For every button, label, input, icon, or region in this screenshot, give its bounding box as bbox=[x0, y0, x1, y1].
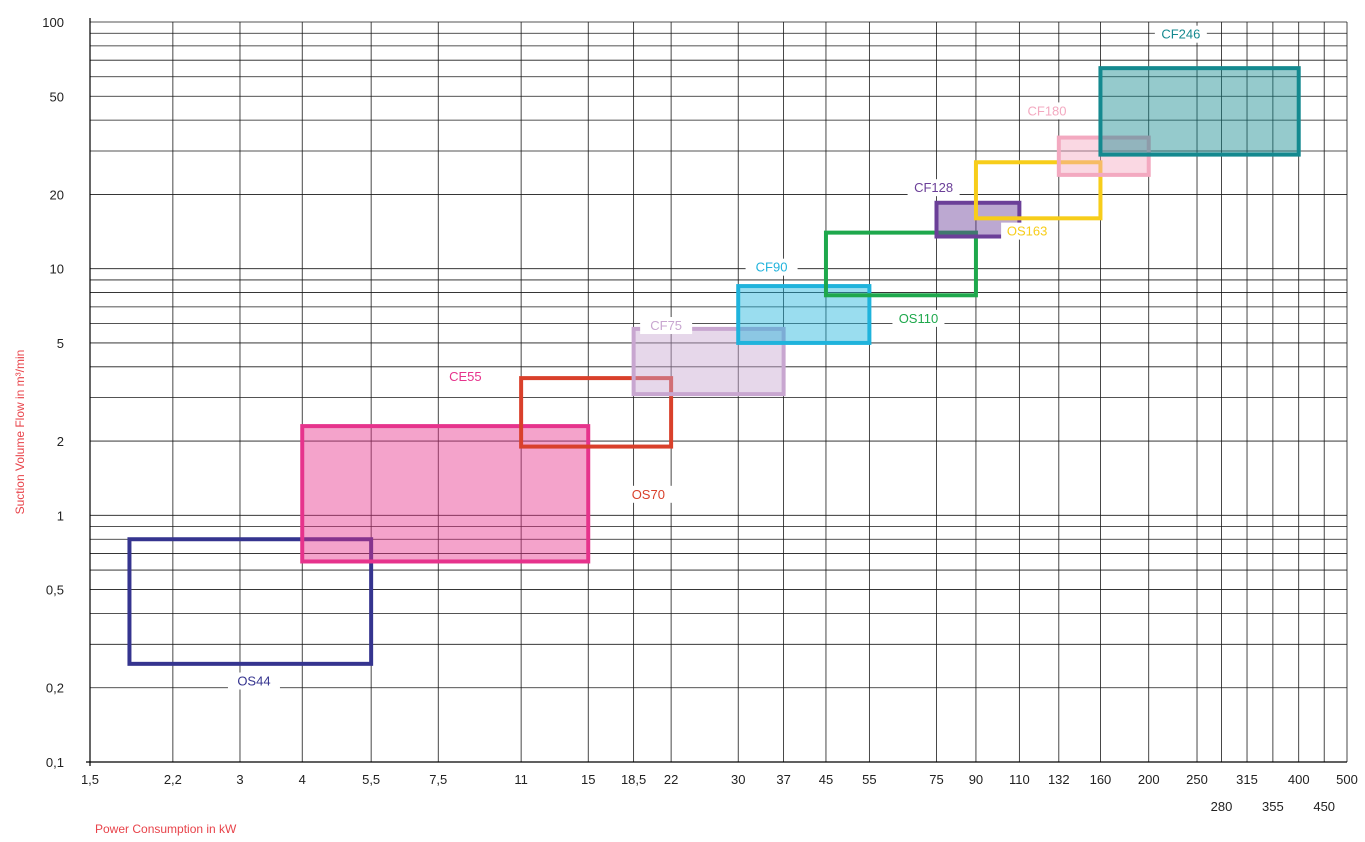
x-tick-label: 355 bbox=[1262, 799, 1284, 814]
label-cf90: CF90 bbox=[756, 260, 788, 275]
y-axis-label: Suction Volume Flow in m³/min bbox=[13, 349, 27, 515]
box-cf246 bbox=[1098, 66, 1301, 157]
y-tick-label: 2 bbox=[57, 434, 64, 449]
annotations: OS44 CE55 OS70 CF75 CF90 OS110 CF128 OS163 CF180… bbox=[227, 25, 1207, 690]
label-cf246: CF246 bbox=[1161, 27, 1200, 42]
x-tick-label: 110 bbox=[1009, 772, 1030, 787]
y-tick-label: 0,5 bbox=[46, 583, 64, 598]
label-os44: OS44 bbox=[237, 674, 270, 689]
x-tick-label: 90 bbox=[969, 772, 983, 787]
label-os163: OS163 bbox=[1007, 224, 1047, 239]
label-bg-ce55 bbox=[439, 368, 492, 386]
label-bg-os44 bbox=[227, 672, 280, 690]
x-tick-label: 280 bbox=[1211, 799, 1233, 814]
x-tick-label: 7,5 bbox=[429, 772, 447, 787]
x-tick-label: 1,5 bbox=[81, 772, 99, 787]
x-tick-label: 3 bbox=[236, 772, 243, 787]
label-cf75: CF75 bbox=[650, 318, 682, 333]
y-tick-label: 100 bbox=[42, 15, 64, 30]
box-ce55 bbox=[300, 424, 591, 564]
label-bg-cf128 bbox=[907, 179, 960, 197]
box-os163 bbox=[973, 160, 1103, 221]
label-os70: OS70 bbox=[632, 487, 665, 502]
x-tick-label: 132 bbox=[1048, 772, 1070, 787]
x-tick-label: 30 bbox=[731, 772, 745, 787]
label-os110: OS110 bbox=[899, 311, 939, 326]
box-os44 bbox=[127, 537, 374, 666]
x-tick-label: 11 bbox=[514, 772, 528, 787]
label-bg-cf90 bbox=[745, 258, 798, 276]
y-tick-label: 5 bbox=[57, 336, 64, 351]
x-tick-labels: 1,5 2,2 3 4 5,5 7,5 11 15 18,5 22 30 37 45 55 75 90 110 1… bbox=[81, 772, 1358, 814]
x-tick-label: 315 bbox=[1236, 772, 1258, 787]
label-ce55: CE55 bbox=[449, 369, 482, 384]
box-cf75 bbox=[631, 326, 786, 397]
x-tick-label: 250 bbox=[1186, 772, 1208, 787]
label-cf128: CF128 bbox=[914, 180, 953, 195]
x-tick-label: 22 bbox=[664, 772, 678, 787]
y-tick-label: 10 bbox=[50, 262, 64, 277]
y-tick-labels: 0,1 0,2 0,5 1 2 5 10 20 50 100 bbox=[42, 15, 64, 770]
x-tick-label: 4 bbox=[299, 772, 306, 787]
boxes bbox=[127, 66, 1301, 666]
x-tick-label: 18,5 bbox=[621, 772, 646, 787]
x-tick-label: 400 bbox=[1288, 772, 1310, 787]
x-tick-label: 500 bbox=[1336, 772, 1358, 787]
box-cf90 bbox=[736, 284, 872, 345]
x-tick-label: 55 bbox=[862, 772, 876, 787]
label-bg-os163 bbox=[1001, 222, 1054, 240]
label-bg-os110 bbox=[892, 309, 945, 327]
y-tick-label: 0,1 bbox=[46, 755, 64, 770]
x-axis-label: Power Consumption in kW bbox=[95, 822, 237, 836]
grid bbox=[86, 18, 1348, 766]
label-bg-cf246 bbox=[1154, 25, 1207, 43]
x-tick-label: 15 bbox=[581, 772, 595, 787]
y-tick-label: 1 bbox=[57, 508, 64, 523]
box-os110 bbox=[823, 230, 978, 298]
y-tick-label: 20 bbox=[50, 187, 64, 202]
y-tick-label: 50 bbox=[50, 89, 64, 104]
x-tick-label: 200 bbox=[1138, 772, 1160, 787]
x-tick-label: 2,2 bbox=[164, 772, 182, 787]
x-tick-label: 450 bbox=[1313, 799, 1335, 814]
label-bg-os70 bbox=[622, 485, 675, 503]
y-tick-label: 0,2 bbox=[46, 681, 64, 696]
x-tick-label: 45 bbox=[819, 772, 833, 787]
x-tick-label: 160 bbox=[1090, 772, 1112, 787]
x-tick-label: 37 bbox=[776, 772, 790, 787]
label-cf180: CF180 bbox=[1028, 103, 1067, 118]
box-os70 bbox=[519, 376, 674, 449]
x-tick-label: 75 bbox=[929, 772, 943, 787]
x-tick-label: 5,5 bbox=[362, 772, 380, 787]
label-bg-cf75 bbox=[640, 317, 693, 335]
label-bg-cf180 bbox=[1021, 102, 1074, 120]
